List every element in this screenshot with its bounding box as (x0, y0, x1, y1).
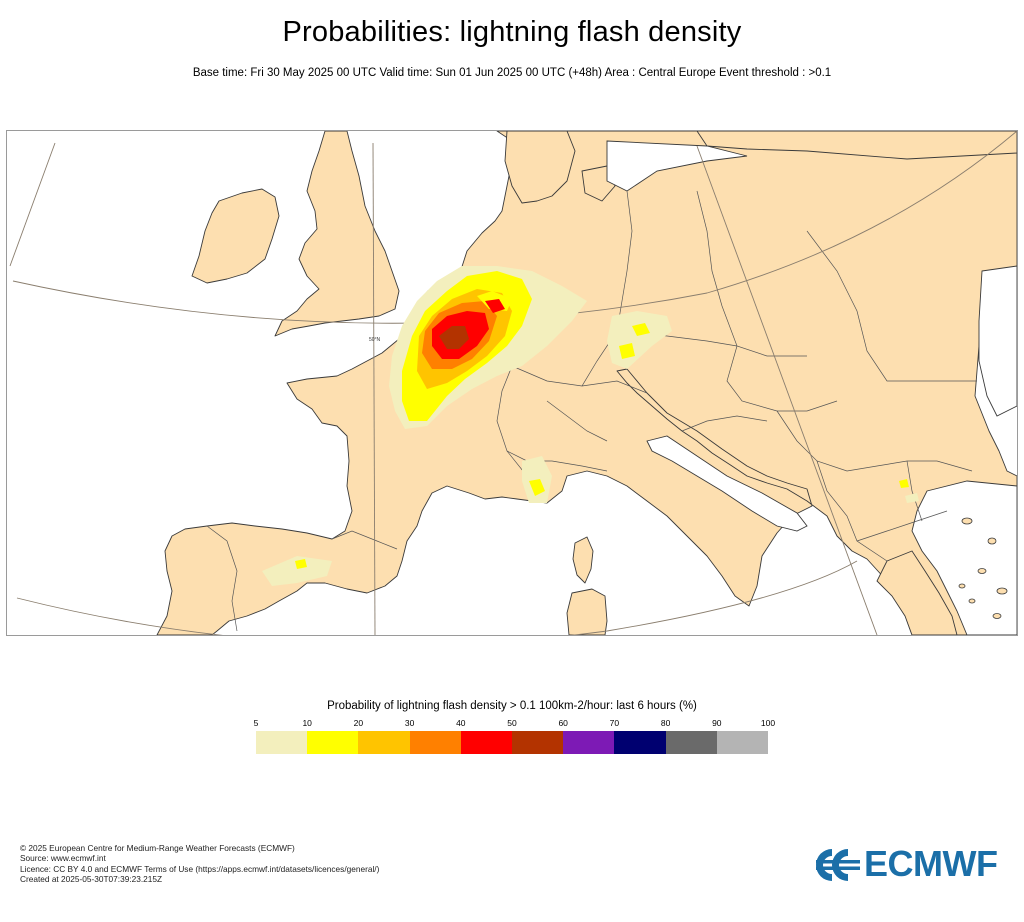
prob-5-10-balkans (905, 493, 919, 503)
map-canvas: 50°N (9, 131, 1017, 635)
legend-swatch (563, 731, 615, 754)
ecmwf-logo-text: ECMWF (864, 843, 998, 884)
prob-40-50-north (485, 299, 505, 313)
footer-source: Source: www.ecmwf.int (20, 853, 106, 864)
ecmwf-logo: ECMWF (812, 843, 1012, 888)
parallel-40n (16, 560, 858, 635)
meridian-20e (696, 145, 878, 635)
prob-5-10-spain (262, 556, 332, 586)
aegean-sea (911, 480, 1017, 635)
legend-tick: 100 (760, 718, 776, 728)
prob-10-20-spain (295, 559, 307, 569)
denmark (504, 131, 576, 204)
footer-copyright: © 2025 European Centre for Medium-Range … (20, 843, 295, 853)
legend-tick: 60 (558, 718, 568, 728)
meridian-0 (372, 142, 376, 635)
parallel-50n (12, 131, 1017, 324)
color-legend: 5 10 20 30 40 50 60 70 80 90 100 (254, 718, 775, 758)
land-layer (156, 131, 1017, 635)
graticule (9, 131, 1017, 635)
legend-swatch (460, 731, 512, 754)
legend-swatch (512, 731, 564, 754)
legend-tick: 40 (456, 718, 466, 728)
legend-tick: 30 (404, 718, 415, 728)
baltic-sea (606, 140, 748, 192)
legend-tick: 5 (253, 718, 259, 728)
legend-swatch (716, 731, 768, 754)
legend-swatch (256, 731, 308, 754)
meridian-20w (9, 142, 56, 267)
prob-50-60-main (439, 326, 469, 349)
legend-swatch (307, 731, 359, 754)
prob-10-20-provence (529, 479, 545, 496)
legend-tick: 80 (660, 718, 671, 728)
chart-subtitle: Base time: Fri 30 May 2025 00 UTC Valid … (192, 67, 832, 79)
corsica (572, 536, 594, 584)
legend-tick: 20 (353, 718, 364, 728)
legend-swatch (409, 731, 461, 754)
legend-swatch (614, 731, 666, 754)
adriatic-sea (646, 435, 808, 532)
legend-tick: 90 (712, 718, 722, 728)
legend-swatch (358, 731, 410, 754)
footer-credits: © 2025 European Centre for Medium-Range … (20, 843, 379, 885)
chart-title: Probabilities: lightning flash density (282, 16, 742, 48)
footer-licence: Licence: CC BY 4.0 and ECMWF Terms of Us… (20, 863, 380, 874)
great-britain (274, 131, 400, 337)
legend-tick: 50 (507, 718, 517, 728)
scandinavia (696, 131, 1017, 160)
legend-tick: 10 (302, 718, 312, 728)
legend-tick: 70 (609, 718, 620, 728)
black-sea (978, 265, 1017, 417)
prob-10-20-alps-b (619, 343, 635, 359)
legend-swatch (665, 731, 717, 754)
graticule-label: 50°N (369, 337, 381, 343)
footer-created: Created at 2025-05-30T07:39:23.215Z (20, 874, 163, 885)
sardinia (566, 588, 608, 635)
europe-mainland (156, 131, 1017, 635)
lightning-probability-layer (262, 266, 919, 586)
greece (876, 550, 958, 635)
aegean-islands (958, 517, 1008, 619)
legend-title: Probability of lightning flash density >… (327, 700, 697, 712)
ireland (191, 188, 280, 284)
prob-10-20-alps-a (632, 323, 650, 336)
map-panel: 50°N (6, 130, 1018, 636)
ecmwf-logo-icon (816, 849, 860, 881)
prob-10-20-balkans (899, 479, 909, 488)
